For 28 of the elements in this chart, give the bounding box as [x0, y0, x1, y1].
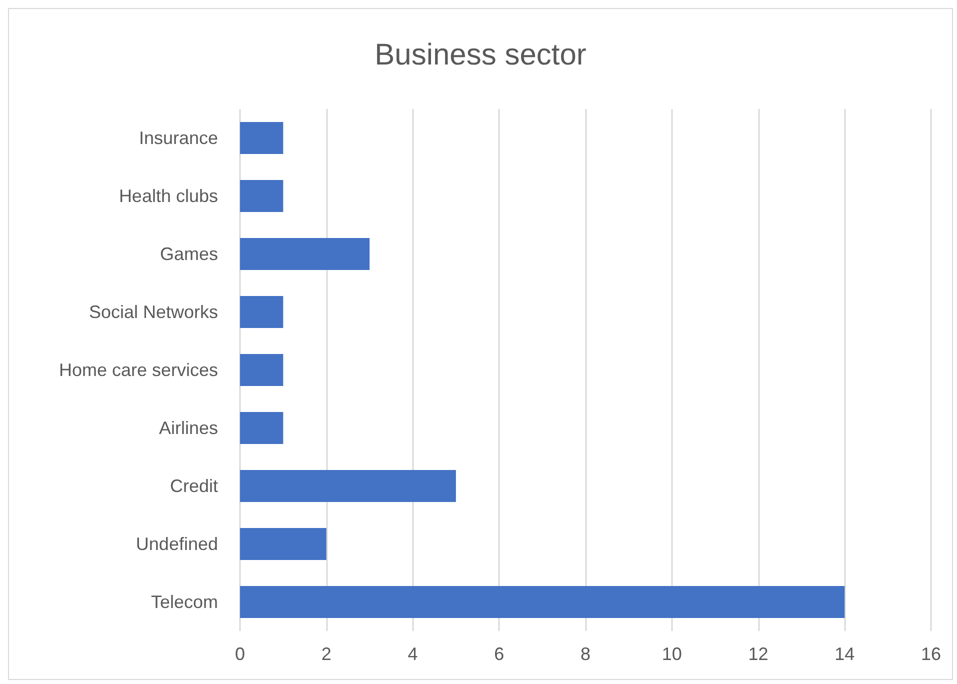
x-tick-label: 2	[321, 644, 332, 664]
y-tick-label: Undefined	[136, 534, 218, 554]
bar	[240, 296, 284, 328]
y-tick-label: Airlines	[158, 418, 218, 438]
x-tick-label: 14	[834, 644, 855, 664]
bar	[240, 586, 845, 618]
y-tick-label: Home care services	[58, 360, 218, 380]
bar	[240, 354, 284, 386]
x-tick-label: 8	[580, 644, 591, 664]
bar	[240, 122, 284, 154]
bar	[240, 470, 456, 502]
y-tick-label: Insurance	[138, 128, 218, 148]
bar	[240, 412, 284, 444]
bar	[240, 528, 326, 560]
bar	[240, 238, 370, 270]
chart-title: Business sector	[374, 38, 586, 72]
y-tick-label: Credit	[170, 476, 218, 496]
x-tick-label: 12	[748, 644, 768, 664]
x-tick-label: 4	[408, 644, 418, 664]
x-tick-label: 10	[662, 644, 682, 664]
y-tick-label: Telecom	[150, 592, 218, 612]
x-tick-label: 6	[494, 644, 504, 664]
y-tick-label: Social Networks	[88, 302, 218, 322]
y-tick-label: Games	[160, 244, 218, 264]
y-tick-label: Health clubs	[118, 186, 218, 206]
x-tick-label: 16	[920, 644, 942, 664]
bar	[240, 180, 284, 212]
x-tick-label: 0	[234, 644, 246, 664]
